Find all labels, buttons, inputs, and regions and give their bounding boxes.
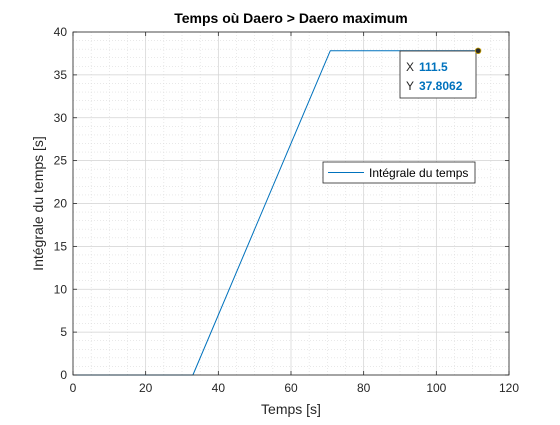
y-tick-label: 15 <box>54 239 68 253</box>
chart-title: Temps où Daero > Daero maximum <box>174 10 408 26</box>
x-tick-label: 100 <box>426 381 446 395</box>
x-axis-label: Temps [s] <box>261 401 321 417</box>
y-tick-label: 5 <box>60 325 67 339</box>
legend-box <box>322 161 476 184</box>
datatip[interactable]: X 111.5 Y 37.8062 <box>399 50 477 99</box>
y-tick-label: 30 <box>54 111 68 125</box>
datatip-x-value: 111.5 <box>419 60 448 74</box>
datatip-y-value: 37.8062 <box>419 79 463 93</box>
axis-ticks <box>72 31 510 376</box>
y-tick-label: 40 <box>54 25 68 39</box>
datatip-box <box>399 50 477 99</box>
x-tick-label: 120 <box>499 381 519 395</box>
legend-label: Intégrale du temps <box>369 166 468 180</box>
datatip-y-label: Y <box>406 79 414 93</box>
x-tick-label: 40 <box>212 381 226 395</box>
y-axis-label: Intégrale du temps [s] <box>30 136 46 271</box>
y-tick-label: 35 <box>54 68 68 82</box>
y-tick-label: 0 <box>60 368 67 382</box>
datatip-x-label: X <box>406 60 414 74</box>
x-tick-labels: 0 20 40 60 80 100 120 <box>70 381 520 395</box>
y-tick-label: 25 <box>54 154 68 168</box>
x-tick-label: 0 <box>70 381 77 395</box>
y-tick-labels: 0 5 10 15 20 25 30 35 40 <box>54 25 68 382</box>
datatip-marker <box>474 47 482 55</box>
y-tick-label: 10 <box>54 282 68 296</box>
legend[interactable]: Intégrale du temps <box>322 161 476 184</box>
x-tick-label: 80 <box>357 381 371 395</box>
x-tick-label: 60 <box>284 381 298 395</box>
x-tick-label: 20 <box>139 381 153 395</box>
datatip-marker-layer <box>474 47 482 55</box>
y-tick-label: 20 <box>54 197 68 211</box>
